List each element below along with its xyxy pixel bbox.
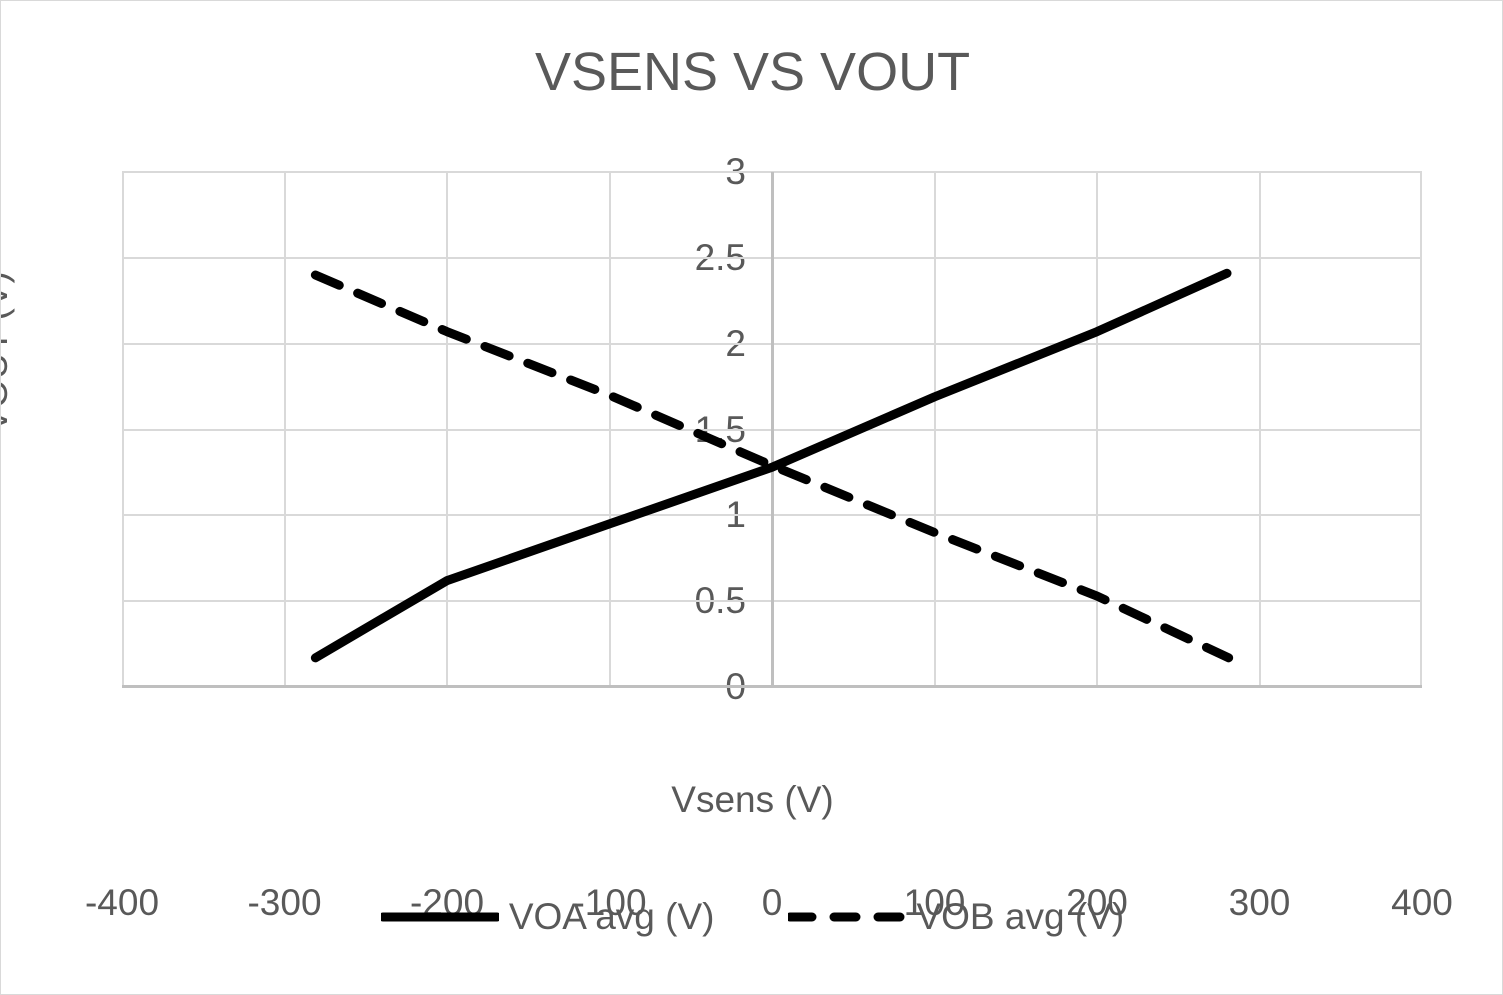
- x-axis-tick-label: -400: [84, 882, 160, 923]
- plot-border-left: [122, 172, 124, 687]
- gridline-vertical: [1096, 172, 1098, 687]
- legend-entry[interactable]: VOB avg (V): [788, 896, 1124, 938]
- x-axis-tick-label: 300: [1228, 882, 1291, 923]
- gridline-vertical: [933, 172, 936, 687]
- legend-label: VOA avg (V): [508, 896, 715, 937]
- gridline-vertical: [283, 172, 286, 687]
- legend-entry[interactable]: VOA avg (V): [380, 896, 715, 938]
- x-axis-tick-label: -300: [247, 882, 322, 923]
- chart-legend: VOA avg (V) VOB avg (V): [1, 896, 1502, 938]
- gridline-vertical: [446, 172, 448, 687]
- x-axis-tick-label: 0: [761, 882, 783, 923]
- x-axis-tick-label: 400: [1391, 882, 1453, 923]
- gridline-vertical: [608, 172, 611, 687]
- x-axis-tick-label: -100: [572, 882, 647, 923]
- gridline-vertical: [1258, 172, 1261, 687]
- series-line-voa: [310, 268, 1232, 663]
- series-plot: [310, 268, 1234, 663]
- x-axis-tick-label: 100: [903, 882, 966, 923]
- x-axis-line: [122, 685, 1422, 688]
- series-line-vob: [310, 270, 1234, 663]
- x-axis-title: Vsens (V): [671, 779, 834, 820]
- x-axis-tick-label: 200: [1066, 882, 1128, 923]
- solid-line-icon: [380, 912, 499, 922]
- plot-border-right: [1420, 172, 1422, 687]
- dashed-line-icon: [788, 912, 907, 922]
- y-axis-line: [771, 172, 774, 687]
- legend-label: VOB avg (V): [916, 896, 1125, 937]
- plot-area: -400 -300 -200 -100 0 100 200 300 400: [85, 171, 1453, 923]
- chart-title: VSENS VS VOUT: [534, 42, 971, 102]
